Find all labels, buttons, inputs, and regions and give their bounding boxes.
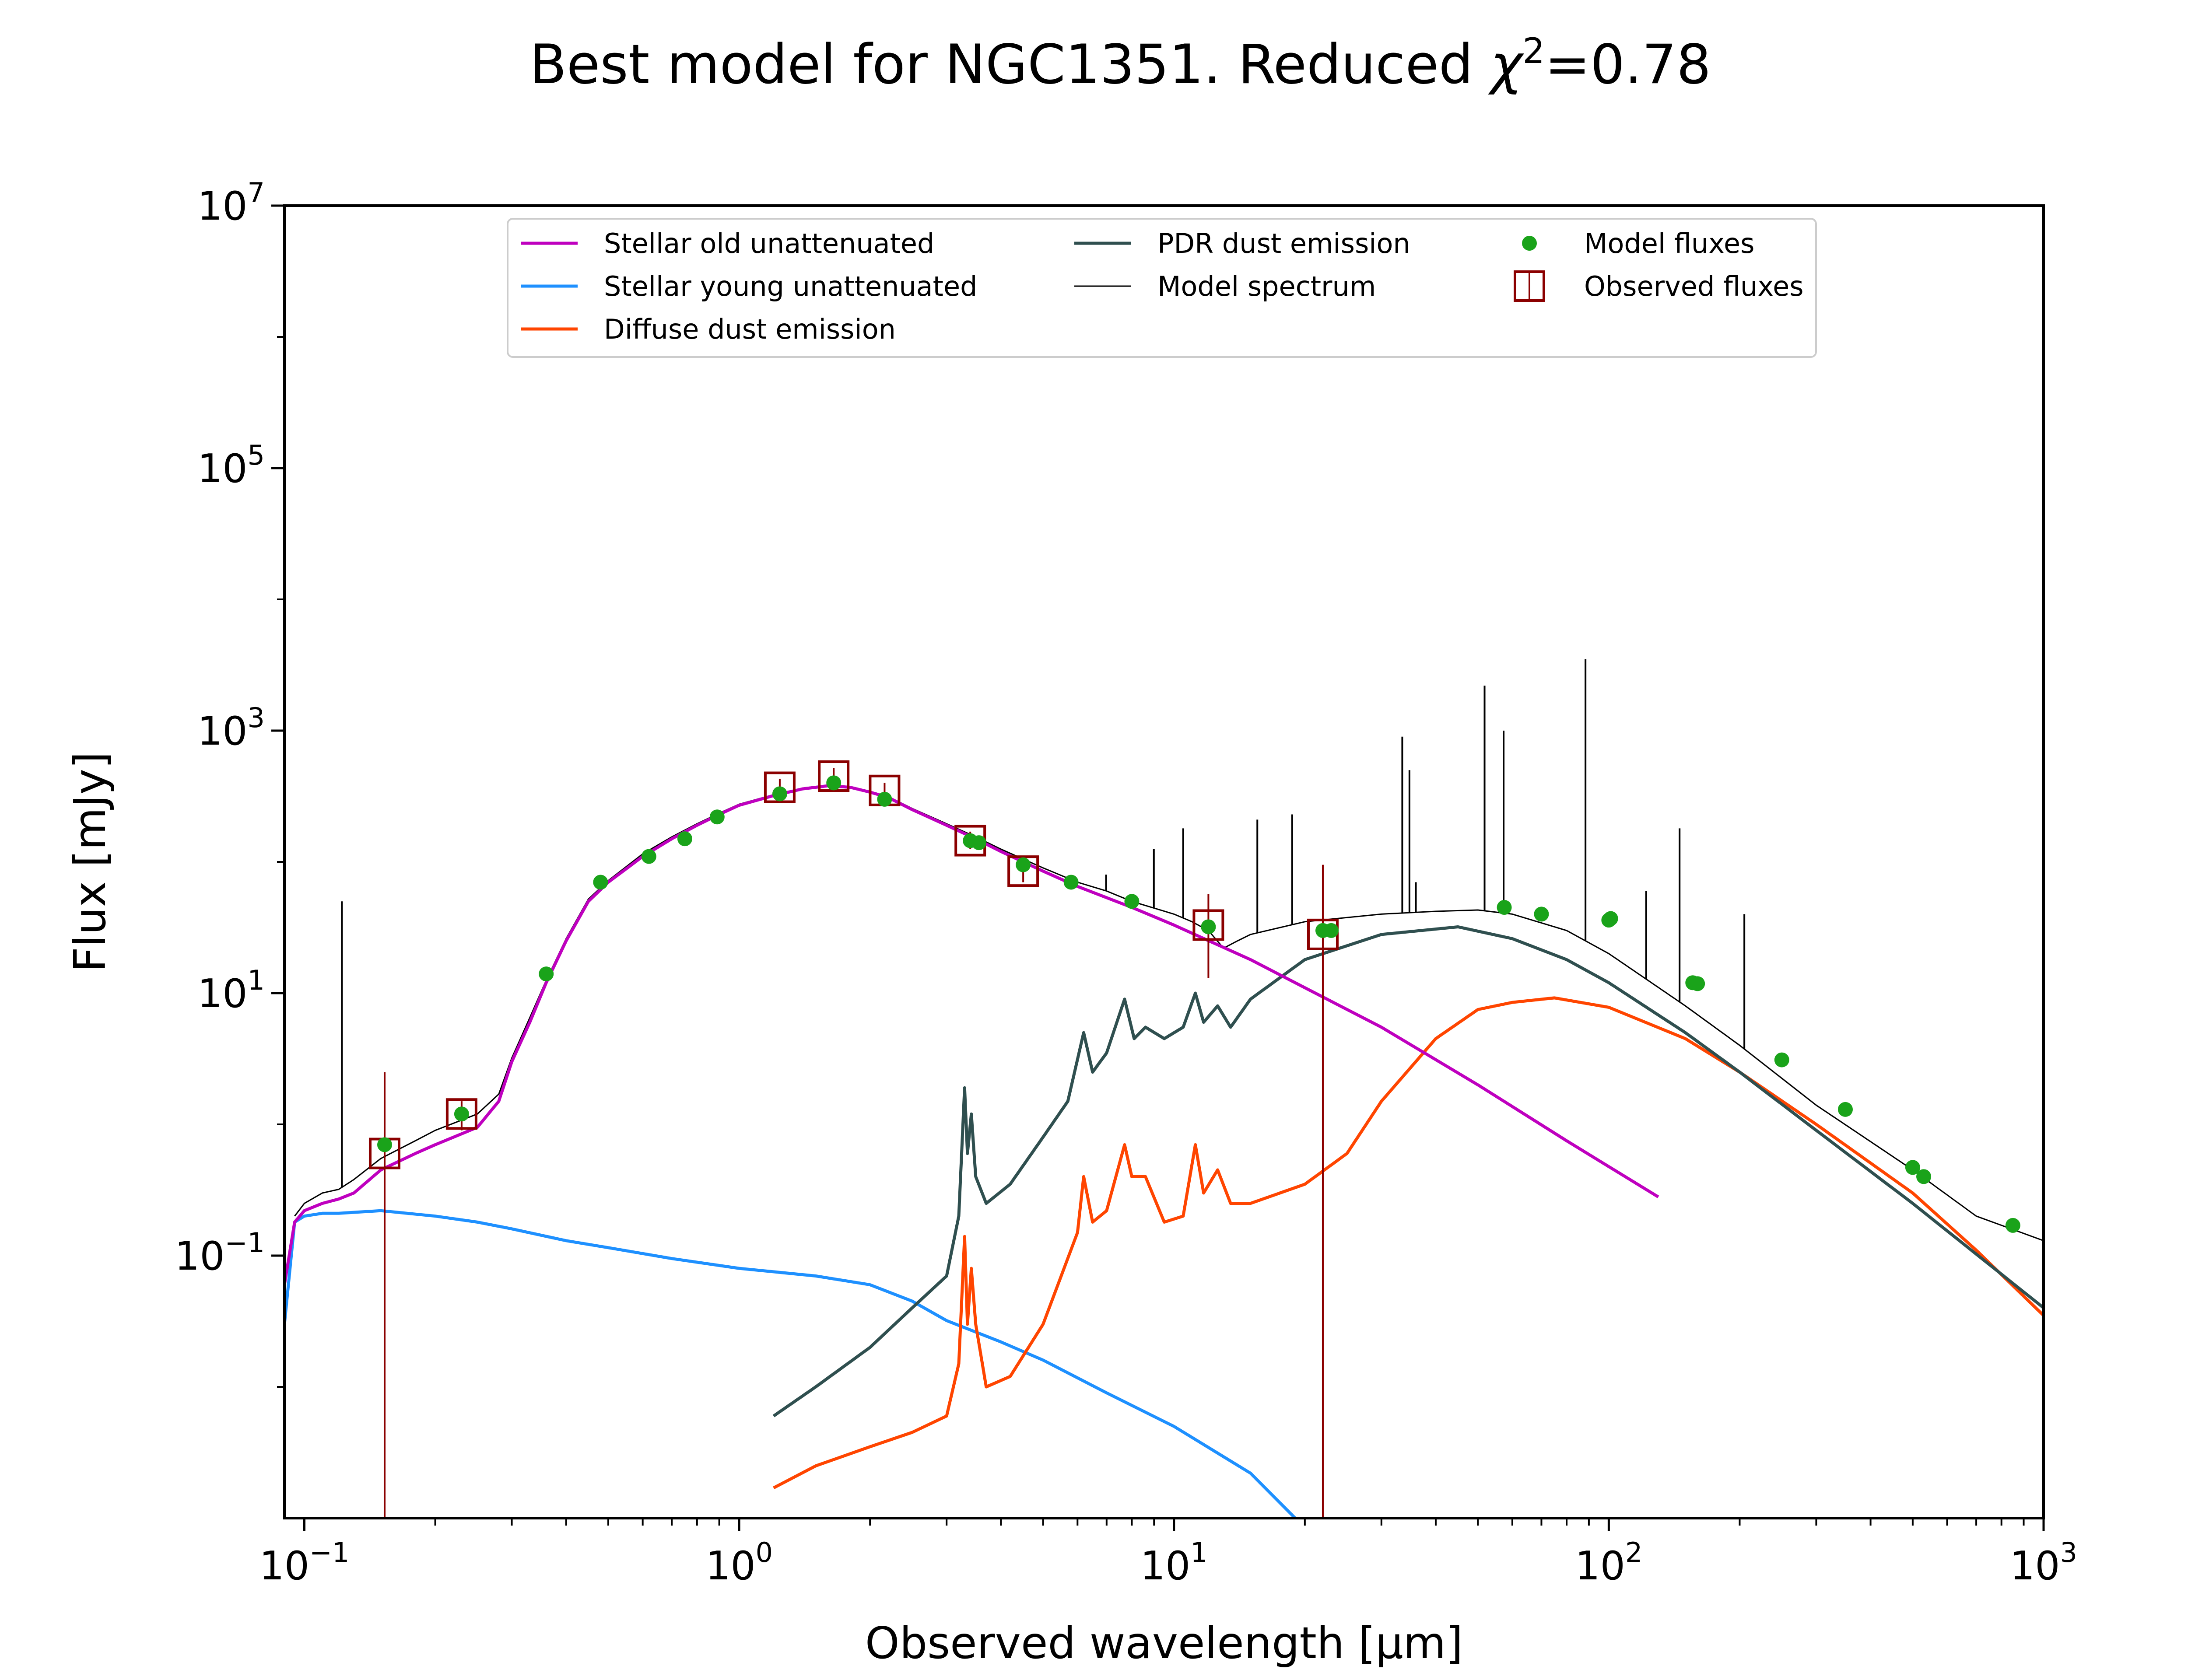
legend-box bbox=[507, 218, 1817, 358]
tick-exponent: −1 bbox=[309, 1536, 349, 1568]
tick-base: 10 bbox=[175, 1233, 225, 1279]
tick-base: 10 bbox=[1140, 1543, 1191, 1589]
plot-frame bbox=[283, 204, 2045, 1519]
x-tick-label: 103 bbox=[2010, 1536, 2077, 1589]
model-flux-point bbox=[1497, 900, 1512, 915]
y-tick-label: 105 bbox=[197, 439, 265, 492]
tick-base: 10 bbox=[197, 183, 248, 229]
tick-exponent: 5 bbox=[248, 439, 265, 471]
legend-entry-stellar-old: Stellar old unattenuated bbox=[521, 228, 934, 259]
model-flux-point bbox=[1124, 894, 1140, 909]
x-tick-label: 100 bbox=[705, 1536, 773, 1589]
tick-base: 10 bbox=[197, 708, 248, 754]
model-flux-point bbox=[877, 791, 892, 807]
model-flux-point bbox=[1016, 857, 1031, 872]
model-flux-point bbox=[2005, 1218, 2020, 1233]
title-chi: χ bbox=[1488, 33, 1525, 96]
legend-label: Stellar young unattenuated bbox=[604, 270, 977, 302]
model-flux-point bbox=[641, 849, 656, 864]
legend-label: Diffuse dust emission bbox=[604, 313, 896, 345]
tick-base: 10 bbox=[197, 446, 248, 492]
model-flux-point bbox=[1774, 1052, 1789, 1068]
model-flux-point bbox=[377, 1137, 392, 1152]
tick-exponent: −1 bbox=[225, 1227, 265, 1259]
model-flux-point bbox=[709, 809, 725, 825]
observed-flux-marker bbox=[1007, 855, 1039, 887]
model-flux-point bbox=[593, 875, 608, 890]
tick-exponent: 0 bbox=[756, 1536, 773, 1568]
series-pdr-dust bbox=[772, 925, 2044, 1418]
observed-flux-marker bbox=[445, 1098, 477, 1130]
legend-entry-pdr-dust: PDR dust emission bbox=[1074, 228, 1410, 259]
tick-base: 10 bbox=[259, 1543, 309, 1589]
model-flux-point bbox=[826, 775, 842, 791]
legend-entry-model-spectrum: Model spectrum bbox=[1074, 270, 1376, 302]
series-diffuse-dust bbox=[773, 996, 2044, 1490]
model-flux-point bbox=[1534, 906, 1549, 922]
y-tick-label: 107 bbox=[197, 177, 265, 229]
model-flux-point bbox=[1916, 1169, 1932, 1184]
model-flux-point bbox=[1324, 923, 1339, 938]
model-flux-point bbox=[1603, 911, 1618, 926]
observed-flux-marker bbox=[818, 760, 850, 792]
plot-area bbox=[284, 659, 2044, 1518]
legend: Stellar old unattenuated Stellar young un… bbox=[507, 218, 1817, 358]
tick-exponent: 7 bbox=[248, 177, 265, 209]
legend-entry-observed-fluxes: Observed fluxes bbox=[1514, 270, 1804, 302]
legend-label: Stellar old unattenuated bbox=[604, 228, 934, 259]
tick-base: 10 bbox=[2010, 1543, 2060, 1589]
legend-entry-stellar-young: Stellar young unattenuated bbox=[521, 270, 977, 302]
x-tick-label: 10−1 bbox=[259, 1536, 349, 1589]
tick-exponent: 1 bbox=[248, 964, 265, 996]
y-tick-label: 101 bbox=[197, 964, 265, 1017]
model-flux-point bbox=[971, 835, 987, 850]
tick-exponent: 3 bbox=[2060, 1536, 2077, 1568]
model-flux-point bbox=[1201, 919, 1216, 934]
series-model-spectrum bbox=[294, 784, 2044, 1242]
title-sup: 2 bbox=[1522, 31, 1545, 71]
model-flux-point bbox=[1690, 976, 1705, 991]
tick-base: 10 bbox=[1575, 1543, 1625, 1589]
y-tick-label: 103 bbox=[197, 702, 265, 754]
legend-label: Model fluxes bbox=[1584, 228, 1754, 259]
x-tick-label: 102 bbox=[1575, 1536, 1642, 1589]
model-flux-point bbox=[1905, 1160, 1920, 1175]
y-tick-label: 10−1 bbox=[175, 1227, 265, 1279]
y-axis-label: Flux [mJy] bbox=[64, 752, 116, 972]
tick-base: 10 bbox=[705, 1543, 756, 1589]
x-tick-label: 101 bbox=[1140, 1536, 1208, 1589]
model-flux-point bbox=[1837, 1102, 1853, 1117]
tick-exponent: 3 bbox=[248, 702, 265, 734]
model-flux-point bbox=[772, 786, 787, 802]
title-prefix: Best model for NGC1351. Reduced bbox=[529, 33, 1490, 96]
x-axis-label: Observed wavelength [μm] bbox=[865, 1617, 1463, 1669]
title-suffix: =0.78 bbox=[1545, 33, 1711, 96]
tick-exponent: 1 bbox=[1190, 1536, 1207, 1568]
tick-exponent: 2 bbox=[1625, 1536, 1642, 1568]
series-stellar-old bbox=[284, 784, 1659, 1285]
legend-label: Model spectrum bbox=[1157, 270, 1376, 302]
model-flux-point bbox=[677, 831, 692, 847]
chart-title: Best model for NGC1351. Reduced χ2=0.78 bbox=[529, 31, 1711, 97]
legend-label: Observed fluxes bbox=[1584, 270, 1804, 302]
model-flux-point bbox=[1063, 875, 1079, 890]
legend-entry-model-fluxes: Model fluxes bbox=[1522, 228, 1754, 259]
model-flux-point bbox=[539, 966, 554, 982]
legend-swatch bbox=[1522, 236, 1537, 251]
series-stellar-young bbox=[284, 1209, 1297, 1518]
observed-flux-marker bbox=[764, 771, 796, 803]
observed-flux-marker bbox=[1192, 909, 1224, 941]
legend-entry-diffuse-dust: Diffuse dust emission bbox=[521, 313, 896, 345]
tick-base: 10 bbox=[197, 971, 248, 1017]
legend-label: PDR dust emission bbox=[1157, 228, 1410, 259]
model-flux-point bbox=[454, 1106, 469, 1122]
